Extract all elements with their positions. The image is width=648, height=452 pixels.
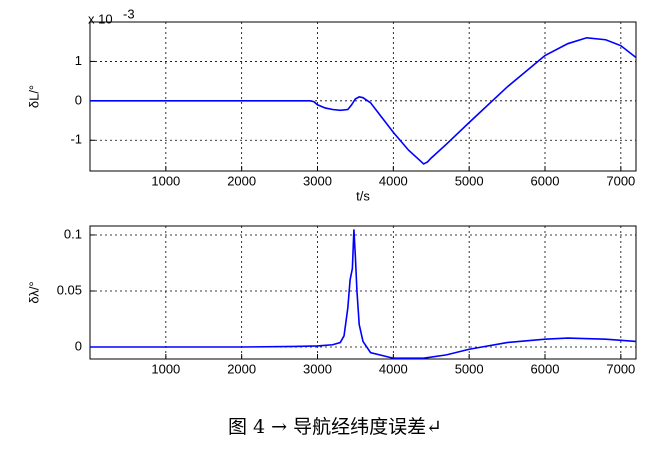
plot-frame [89,225,637,360]
x-tick-label: 4000 [379,173,408,188]
y-axis-label: δλ/° [26,281,41,303]
y-tick-label: 0 [75,338,82,353]
plot-area [90,22,636,171]
x-tick-label: 5000 [455,173,484,188]
x-tick-label: 5000 [455,361,484,376]
data-line [90,36,637,165]
x-tick-label: 7000 [606,173,635,188]
plot-frame [89,21,637,172]
y-tick-label: 0.05 [57,282,82,297]
axis-multiplier-exponent: -3 [123,6,135,21]
data-line [90,229,637,360]
y-tick-label: 0.1 [64,226,82,241]
x-tick-label: 7000 [606,361,635,376]
y-axis-label: δL/° [26,85,41,108]
y-tick-label: 0 [75,92,82,107]
y-tick-label: 1 [75,53,82,68]
x-tick-label: 1000 [151,361,180,376]
x-tick-label: 2000 [227,361,256,376]
y-tick-label: -1 [70,132,82,147]
x-tick-label: 2000 [227,173,256,188]
caption: 图 4 → 导航经纬度误差↵ [228,416,442,438]
x-tick-label: 3000 [303,173,332,188]
axis-multiplier: x 10 [88,11,113,26]
x-tick-label: 6000 [531,173,560,188]
x-axis-label: t/s [356,188,370,203]
x-tick-label: 1000 [151,173,180,188]
x-tick-label: 3000 [303,361,332,376]
x-tick-label: 4000 [379,361,408,376]
x-tick-label: 6000 [531,361,560,376]
